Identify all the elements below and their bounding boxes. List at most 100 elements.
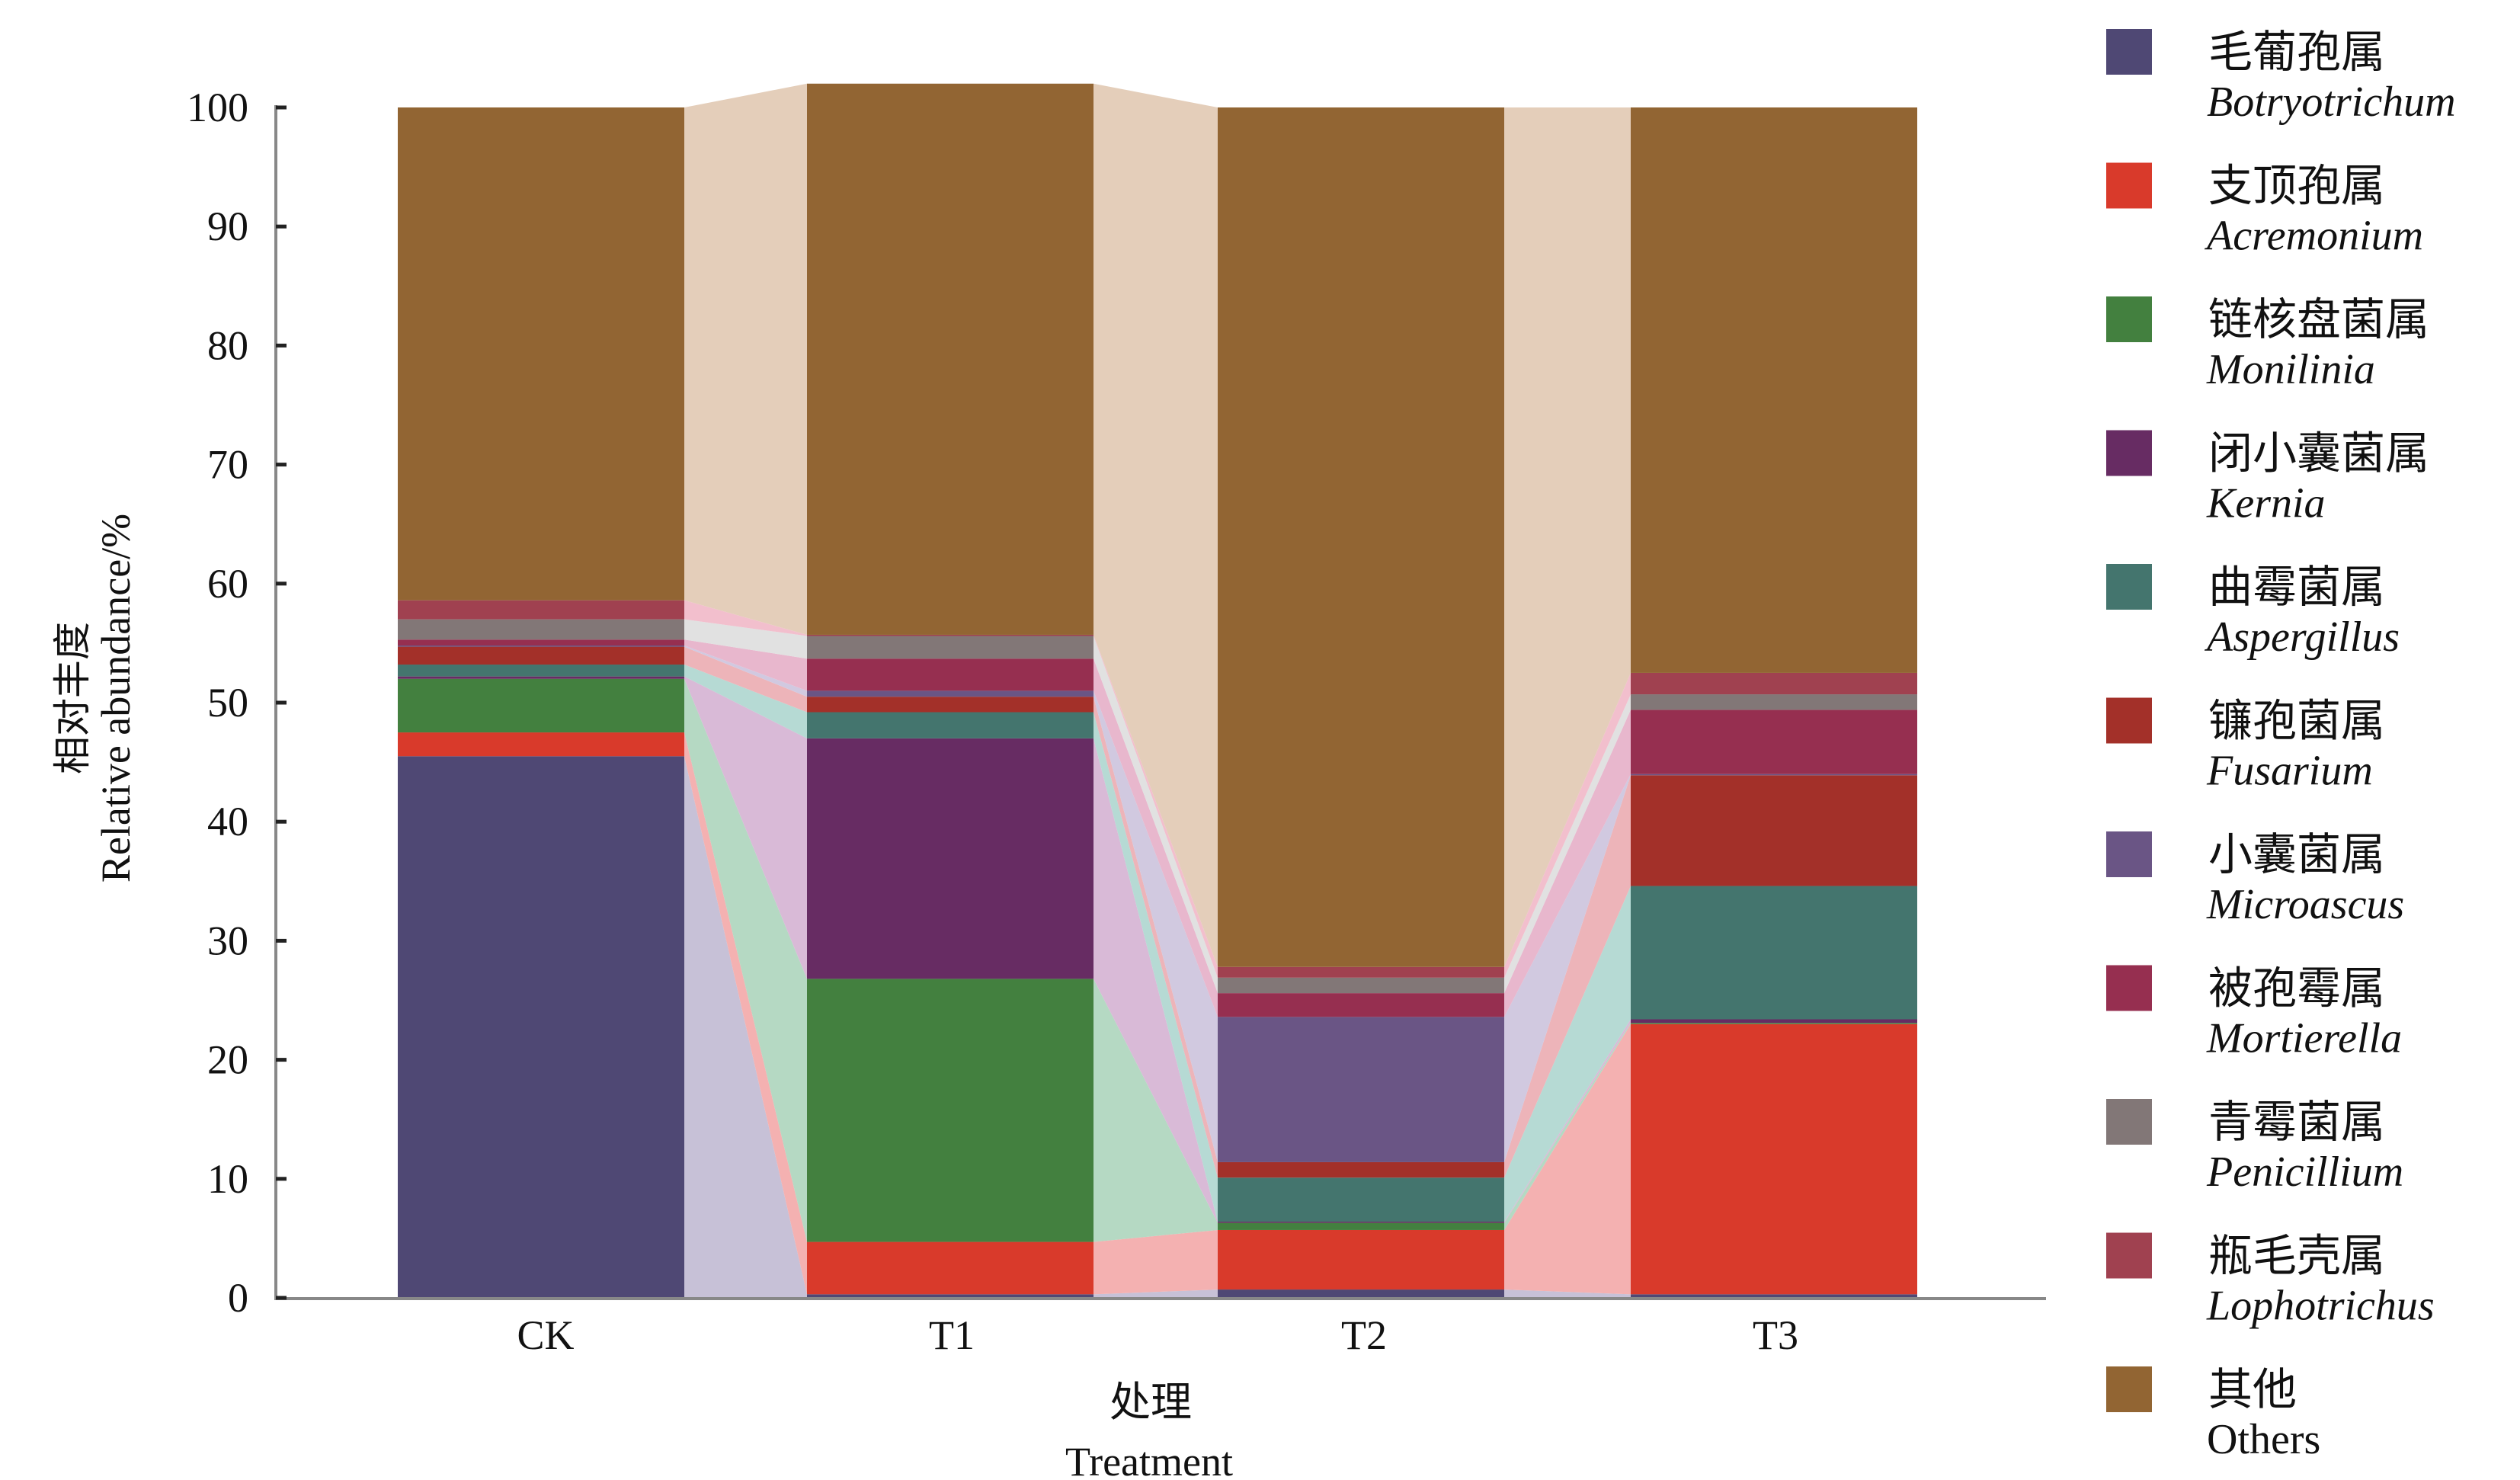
flow-band-kernia [1504,1019,1631,1223]
bar-segment-t3-monilinia [1631,1023,1917,1024]
bar-segment-ck-others [398,107,684,601]
flow-band-botryotrichum [1093,1289,1218,1298]
bar-segment-t1-botryotrichum [807,1294,1093,1298]
flow-band-aspergillus [1093,712,1218,1222]
flow-band-fusarium [1504,775,1631,1178]
bar-segment-t2-penicillium [1218,977,1504,994]
legend-label-cn: 闭小囊菌属 [2208,428,2429,479]
flow-band-fusarium [684,646,807,713]
legend-label: Monilinia [2206,346,2375,393]
bar-segment-ck-aspergillus [398,665,684,677]
legend-label: Kernia [2206,480,2326,527]
legend-swatch [2106,1366,2152,1412]
bar-segment-ck-lophotrichus [398,600,684,620]
bar-segment-t1-monilinia [807,979,1093,1242]
flow-bands [684,83,1631,1298]
bar-segment-t1-kernia [807,738,1093,979]
bar-segment-t1-others [807,83,1093,635]
legend-swatch [2106,1232,2152,1279]
x-tick-label: T3 [1753,1312,1798,1358]
legend-label: Lophotrichus [2206,1283,2435,1330]
legend-label: Microascus [2206,881,2404,928]
legend-label: Acremonium [2204,213,2423,260]
legend-swatch [2106,296,2152,342]
flow-band-penicillium [684,619,807,659]
flow-band-penicillium [1504,694,1631,994]
flow-band-lophotrichus [1504,672,1631,978]
flow-band-microascus [1504,774,1631,1162]
bar-segment-t1-microascus [807,690,1093,697]
bar-segment-ck-mortierella [398,639,684,646]
flow-band-microascus [684,645,807,697]
bar-segment-t2-monilinia [1218,1222,1504,1230]
legend-label-cn: 毛葡孢属 [2208,26,2385,78]
bar-segment-t2-fusarium [1218,1161,1504,1178]
x-tick-labels: CK T1 T2 T3 [517,1312,1798,1358]
bar-segment-t3-microascus [1631,774,1917,776]
x-tick-label: CK [517,1312,574,1358]
y-tick-label: 40 [207,799,248,844]
legend-label-cn: 镰孢菌属 [2208,695,2385,747]
bar-segment-t3-lophotrichus [1631,672,1917,695]
legend-label-cn: 瓶毛壳属 [2208,1230,2385,1282]
legend-label-cn: 曲霉菌属 [2208,561,2385,613]
y-axis-title-cn: 相对丰度 [50,622,94,774]
bar-segment-t1-aspergillus [807,712,1093,738]
legend-swatch [2106,1099,2152,1145]
flow-band-microascus [1093,690,1218,1162]
legend-label: Botryotrichum [2207,78,2456,126]
y-axis-title: Relative abundance/% [93,514,139,883]
flow-band-acremonium [1093,1229,1218,1295]
y-tick-label: 20 [207,1037,248,1083]
flow-band-others [684,83,807,635]
flow-band-mortierella [684,639,807,691]
bar-segment-t3-penicillium [1631,694,1917,710]
flow-band-botryotrichum [1504,1289,1631,1298]
flow-band-acremonium [1504,1024,1631,1295]
y-tick-label: 80 [207,322,248,368]
bars [398,83,1917,1298]
legend-label-cn: 其他 [2208,1363,2297,1415]
legend-swatch [2106,831,2152,877]
y-tick-label: 30 [207,918,248,963]
bar-segment-t3-fusarium [1631,775,1917,886]
flow-band-mortierella [1093,658,1218,1017]
y-tick-label: 10 [207,1156,248,1202]
legend-swatch [2106,697,2152,744]
bar-segment-ck-acremonium [398,732,684,757]
bar-segment-ck-fusarium [398,646,684,665]
legend-label: Penicillium [2206,1148,2403,1196]
flow-band-aspergillus [1504,886,1631,1222]
bar-segment-ck-penicillium [398,619,684,640]
bar-segment-t1-penicillium [807,636,1093,659]
bar-segment-t2-botryotrichum [1218,1289,1504,1298]
flow-band-penicillium [1093,636,1218,994]
y-tick-label: 50 [207,680,248,726]
legend-swatch [2106,162,2152,209]
bar-segment-ck-kernia [398,676,684,679]
bar-segment-t1-fusarium [807,697,1093,713]
flow-band-others [1504,107,1631,967]
flow-band-lophotrichus [684,600,807,636]
x-tick-label: T2 [1341,1312,1387,1358]
flow-band-monilinia [684,678,807,1242]
bar-segment-t1-mortierella [807,658,1093,691]
flow-band-others [1093,83,1218,967]
y-tick-label: 0 [228,1275,248,1321]
flow-band-lophotrichus [1093,634,1218,978]
legend-swatch [2106,430,2152,476]
bar-segment-t2-acremonium [1218,1229,1504,1290]
x-tick-label: T1 [929,1312,975,1358]
legend-label: Aspergillus [2204,613,2400,661]
bar-segment-t2-mortierella [1218,993,1504,1017]
bar-segment-t3-others [1631,107,1917,673]
